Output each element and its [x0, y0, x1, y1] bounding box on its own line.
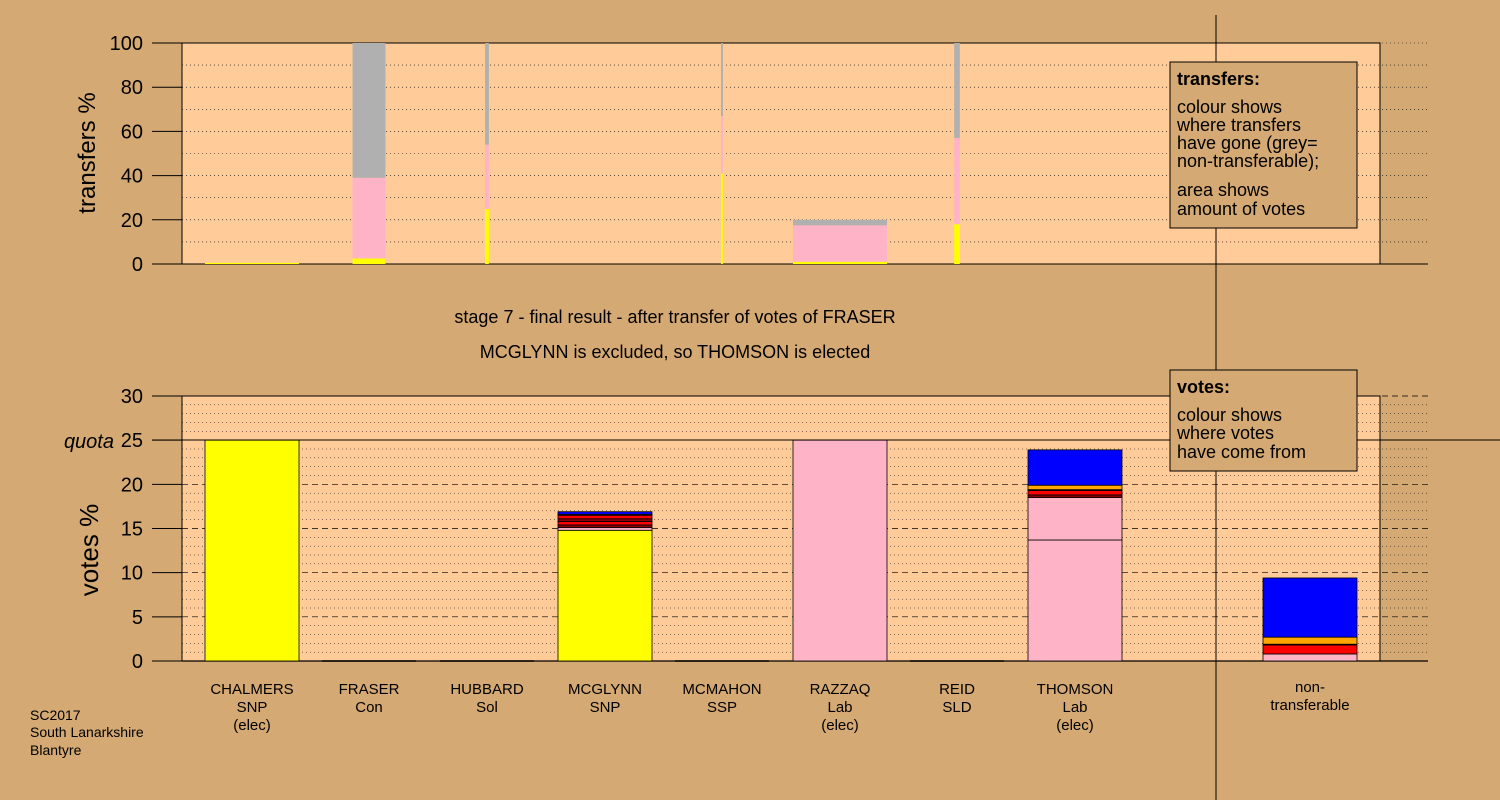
footer-council: South Lanarkshire [30, 724, 144, 740]
vote-segment-con [557, 511, 653, 515]
category-label: Sol [476, 699, 498, 716]
vote-segment-lab [1262, 653, 1358, 662]
transfer-segment-snp [793, 261, 887, 264]
y-tick-label: 0 [132, 254, 143, 276]
quota-label: quota [64, 431, 114, 453]
transfer-segment-nontransferable [954, 43, 960, 139]
vote-segment-lab [1027, 497, 1123, 541]
category-label: CHALMERS [210, 681, 293, 698]
category-label: SNP [590, 699, 621, 716]
transfer-segment-snp [721, 173, 723, 264]
vote-segment-lab [1027, 539, 1123, 662]
vote-segment-ssp [1027, 490, 1123, 496]
stage-title: stage 7 - final result - after transfer … [454, 307, 895, 327]
category-label: Lab [1062, 699, 1087, 716]
category-label: SNP [237, 699, 268, 716]
vote-segment-con [1262, 577, 1358, 638]
votes-legend-line: where votes [1176, 423, 1274, 443]
votes-legend-title: votes: [1177, 377, 1230, 397]
footer-code: SC2017 [30, 707, 81, 723]
transfer-segment-lab [352, 177, 386, 259]
transfer-segment-lab [485, 144, 489, 209]
y-tick-label: 5 [132, 607, 143, 629]
stage-subtitle: MCGLYNN is excluded, so THOMSON is elect… [480, 342, 870, 362]
nontransferable-label: transferable [1270, 697, 1349, 714]
category-label: THOMSON [1037, 681, 1114, 698]
vote-segment-ssp [1262, 644, 1358, 655]
transfer-segment-nontransferable [485, 43, 489, 145]
footer-ward: Blantyre [30, 742, 82, 758]
transfers-legend-line: amount of votes [1177, 199, 1305, 219]
vote-segment-sld [1262, 636, 1358, 645]
transfers-legend-line: non-transferable); [1177, 151, 1319, 171]
category-label: (elec) [821, 717, 859, 734]
votes-legend-line: have come from [1177, 442, 1306, 462]
category-label: MCMAHON [682, 681, 761, 698]
transfers-legend-line: area shows [1177, 180, 1269, 200]
vote-segment-snp [557, 529, 653, 662]
transfer-segment-lab [721, 115, 723, 174]
transfers-legend-line: where transfers [1176, 115, 1301, 135]
y-tick-label: 20 [121, 474, 143, 496]
y-tick-label: 20 [121, 210, 143, 232]
vote-segment-lab [792, 439, 888, 662]
votes-legend-line: colour shows [1177, 405, 1282, 425]
transfer-segment-snp [485, 208, 489, 264]
transfer-segment-nontransferable [352, 43, 386, 178]
transfer-segment-snp [954, 224, 960, 264]
y-tick-label: 15 [121, 519, 143, 541]
category-label: Con [355, 699, 383, 716]
vote-segment-ssp [557, 514, 653, 520]
category-label: FRASER [339, 681, 400, 698]
transfers-legend: transfers: colour shows where transfers … [1169, 61, 1358, 229]
transfers-legend-line: colour shows [1177, 97, 1282, 117]
y-tick-label: 80 [121, 77, 143, 99]
category-label: HUBBARD [450, 681, 524, 698]
transfer-segment-snp [352, 258, 386, 264]
votes-y-axis-label: votes % [74, 504, 104, 597]
y-tick-label: 100 [110, 33, 143, 55]
vote-segment-ssp [557, 521, 653, 526]
transfers-y-axis-label: transfers % [74, 92, 101, 213]
y-tick-label: 10 [121, 563, 143, 585]
category-label: SSP [707, 699, 737, 716]
vote-segment-sld [1027, 484, 1123, 491]
transfer-segment-nontransferable [793, 219, 887, 226]
category-label: RAZZAQ [810, 681, 871, 698]
y-tick-label: 25 [121, 430, 143, 452]
nontransferable-label: non- [1295, 679, 1325, 696]
transfer-segment-lab [793, 225, 887, 262]
y-tick-label: 30 [121, 386, 143, 408]
category-label: MCGLYNN [568, 681, 642, 698]
transfer-segment-snp [205, 262, 299, 264]
transfer-segment-lab [954, 138, 960, 225]
category-label: Lab [827, 699, 852, 716]
transfers-legend-line: have gone (grey= [1177, 133, 1318, 153]
category-label: (elec) [233, 717, 271, 734]
votes-legend: votes: colour shows where votes have com… [1169, 369, 1358, 472]
transfers-legend-title: transfers: [1177, 69, 1260, 89]
y-tick-label: 40 [121, 166, 143, 188]
transfer-segment-nontransferable [721, 43, 723, 116]
category-label: (elec) [1056, 717, 1094, 734]
category-label: SLD [942, 699, 971, 716]
category-label: REID [939, 681, 975, 698]
vote-segment-snp [204, 439, 300, 662]
y-tick-label: 60 [121, 121, 143, 143]
y-tick-label: 0 [132, 651, 143, 673]
vote-segment-con [1027, 449, 1123, 486]
